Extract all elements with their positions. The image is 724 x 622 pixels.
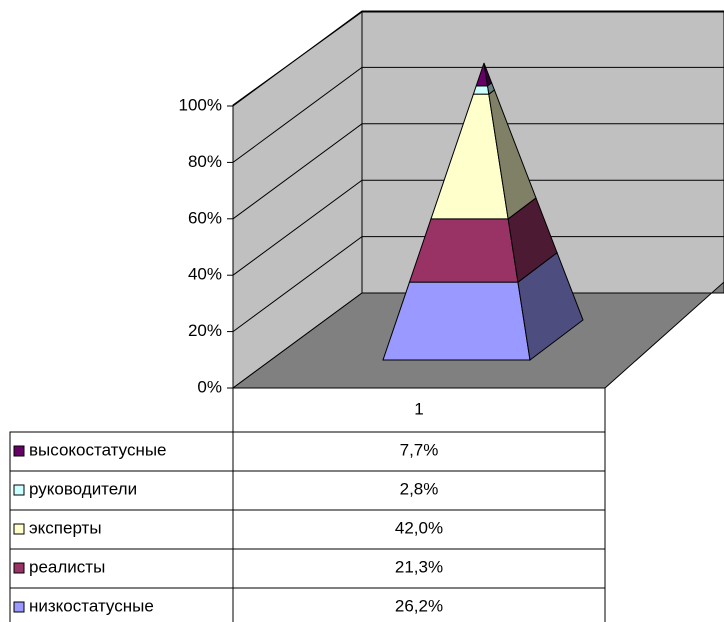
legend-label: реалисты bbox=[29, 557, 105, 576]
legend-label: низкостатусные bbox=[29, 596, 154, 615]
y-tick-label: 40% bbox=[188, 265, 222, 284]
y-tick-label: 80% bbox=[188, 152, 222, 171]
legend-swatch bbox=[13, 562, 25, 574]
y-tick-label: 100% bbox=[179, 95, 222, 114]
grid-line bbox=[232, 10, 724, 107]
pyramid-segment bbox=[472, 85, 490, 95]
legend-label: высокостатусные bbox=[29, 440, 167, 459]
value-label: 26,2% bbox=[395, 596, 443, 615]
y-tick-label: 20% bbox=[188, 321, 222, 340]
table-row bbox=[9, 587, 606, 622]
value-label: 21,3% bbox=[395, 557, 443, 576]
legend-label: руководители bbox=[29, 479, 137, 498]
legend-label: эксперты bbox=[29, 518, 102, 537]
category-label: 1 bbox=[414, 399, 423, 418]
legend-swatch bbox=[13, 523, 25, 535]
grid: 0% 20% 40% 60% 80% 100% bbox=[179, 10, 724, 396]
legend-swatch bbox=[13, 484, 25, 496]
data-table: 1 высокостатусные 7,7% руководители 2,8% эксп… bbox=[9, 387, 606, 622]
value-label: 2,8% bbox=[400, 479, 439, 498]
y-tick-label: 0% bbox=[197, 377, 222, 396]
grid-line bbox=[232, 236, 724, 333]
legend-swatch bbox=[13, 445, 25, 457]
value-label: 42,0% bbox=[395, 518, 443, 537]
y-tick-label: 60% bbox=[188, 208, 222, 227]
pyramid-segment bbox=[382, 281, 531, 361]
pyramid-segment-side bbox=[483, 62, 493, 87]
pyramid bbox=[382, 62, 584, 361]
legend-swatch bbox=[13, 601, 25, 613]
value-label: 7,7% bbox=[400, 440, 439, 459]
grid-line bbox=[232, 123, 724, 220]
grid-line bbox=[232, 179, 724, 276]
grid-line bbox=[232, 66, 724, 163]
